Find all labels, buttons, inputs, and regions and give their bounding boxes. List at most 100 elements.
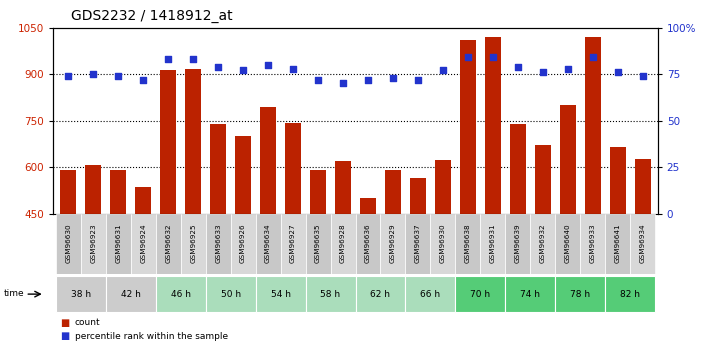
Text: 46 h: 46 h xyxy=(171,289,191,299)
Text: GSM96630: GSM96630 xyxy=(65,223,71,263)
FancyBboxPatch shape xyxy=(106,214,131,274)
FancyBboxPatch shape xyxy=(605,214,630,274)
Bar xyxy=(635,159,651,345)
Text: GSM96924: GSM96924 xyxy=(140,223,146,263)
Text: 38 h: 38 h xyxy=(70,289,91,299)
Text: GSM96931: GSM96931 xyxy=(490,223,496,263)
Point xyxy=(262,62,274,68)
Text: GSM96928: GSM96928 xyxy=(340,223,346,263)
Text: GSM96932: GSM96932 xyxy=(540,223,546,263)
Point xyxy=(87,71,99,77)
Bar xyxy=(110,170,127,345)
Point xyxy=(562,66,574,71)
FancyBboxPatch shape xyxy=(156,276,205,312)
Bar xyxy=(235,136,251,345)
FancyBboxPatch shape xyxy=(205,214,230,274)
Bar xyxy=(410,178,426,345)
Point xyxy=(188,57,199,62)
FancyBboxPatch shape xyxy=(405,276,455,312)
Bar xyxy=(460,40,476,345)
Bar xyxy=(510,125,526,345)
Text: 66 h: 66 h xyxy=(420,289,441,299)
Point xyxy=(163,57,174,62)
Point xyxy=(412,77,424,82)
FancyBboxPatch shape xyxy=(131,214,156,274)
Text: GSM96639: GSM96639 xyxy=(515,223,521,263)
Text: count: count xyxy=(75,318,100,327)
Text: GSM96923: GSM96923 xyxy=(90,223,96,263)
Point xyxy=(437,68,449,73)
Text: 82 h: 82 h xyxy=(620,289,640,299)
Bar xyxy=(385,170,401,345)
Point xyxy=(487,55,498,60)
FancyBboxPatch shape xyxy=(181,214,205,274)
Text: GSM96634: GSM96634 xyxy=(265,223,271,263)
Text: GSM96925: GSM96925 xyxy=(190,223,196,263)
Point xyxy=(337,81,348,86)
FancyBboxPatch shape xyxy=(555,276,605,312)
FancyBboxPatch shape xyxy=(455,276,506,312)
Point xyxy=(112,73,124,79)
FancyBboxPatch shape xyxy=(580,214,605,274)
Text: 74 h: 74 h xyxy=(520,289,540,299)
FancyBboxPatch shape xyxy=(306,214,331,274)
Point xyxy=(312,77,324,82)
Bar xyxy=(360,198,376,345)
Bar xyxy=(609,147,626,345)
FancyBboxPatch shape xyxy=(331,214,356,274)
FancyBboxPatch shape xyxy=(81,214,106,274)
Bar xyxy=(160,70,176,345)
Point xyxy=(63,73,74,79)
Point xyxy=(587,55,599,60)
Bar xyxy=(60,170,76,345)
Point xyxy=(137,77,149,82)
Text: GSM96638: GSM96638 xyxy=(465,223,471,263)
FancyBboxPatch shape xyxy=(380,214,405,274)
Bar xyxy=(435,160,451,345)
Bar xyxy=(535,145,551,345)
Text: GSM96934: GSM96934 xyxy=(640,223,646,263)
Bar xyxy=(485,37,501,345)
Text: GSM96927: GSM96927 xyxy=(290,223,296,263)
Bar xyxy=(85,165,102,345)
Text: 62 h: 62 h xyxy=(370,289,390,299)
Text: time: time xyxy=(4,289,24,298)
FancyBboxPatch shape xyxy=(530,214,555,274)
FancyBboxPatch shape xyxy=(256,276,306,312)
Point xyxy=(462,55,474,60)
Text: GSM96637: GSM96637 xyxy=(415,223,421,263)
FancyBboxPatch shape xyxy=(455,214,481,274)
Text: GSM96926: GSM96926 xyxy=(240,223,246,263)
Point xyxy=(213,64,224,69)
Bar xyxy=(260,107,276,345)
FancyBboxPatch shape xyxy=(106,276,156,312)
Point xyxy=(287,66,299,71)
Bar xyxy=(584,37,601,345)
Text: GSM96632: GSM96632 xyxy=(165,223,171,263)
FancyBboxPatch shape xyxy=(56,276,106,312)
Point xyxy=(237,68,249,73)
FancyBboxPatch shape xyxy=(555,214,580,274)
FancyBboxPatch shape xyxy=(56,214,81,274)
FancyBboxPatch shape xyxy=(281,214,306,274)
Text: GSM96635: GSM96635 xyxy=(315,223,321,263)
Bar xyxy=(210,124,226,345)
FancyBboxPatch shape xyxy=(356,214,380,274)
FancyBboxPatch shape xyxy=(306,276,356,312)
Text: GSM96641: GSM96641 xyxy=(615,223,621,263)
Point xyxy=(512,64,523,69)
Bar xyxy=(135,187,151,345)
FancyBboxPatch shape xyxy=(630,214,655,274)
FancyBboxPatch shape xyxy=(405,214,430,274)
Point xyxy=(537,70,548,75)
Text: GDS2232 / 1418912_at: GDS2232 / 1418912_at xyxy=(71,9,232,23)
Text: GSM96930: GSM96930 xyxy=(440,223,446,263)
FancyBboxPatch shape xyxy=(605,276,655,312)
Text: 42 h: 42 h xyxy=(121,289,141,299)
Text: 58 h: 58 h xyxy=(321,289,341,299)
Text: GSM96631: GSM96631 xyxy=(115,223,122,263)
Point xyxy=(612,70,624,75)
FancyBboxPatch shape xyxy=(481,214,506,274)
FancyBboxPatch shape xyxy=(256,214,281,274)
Text: GSM96933: GSM96933 xyxy=(589,223,596,263)
